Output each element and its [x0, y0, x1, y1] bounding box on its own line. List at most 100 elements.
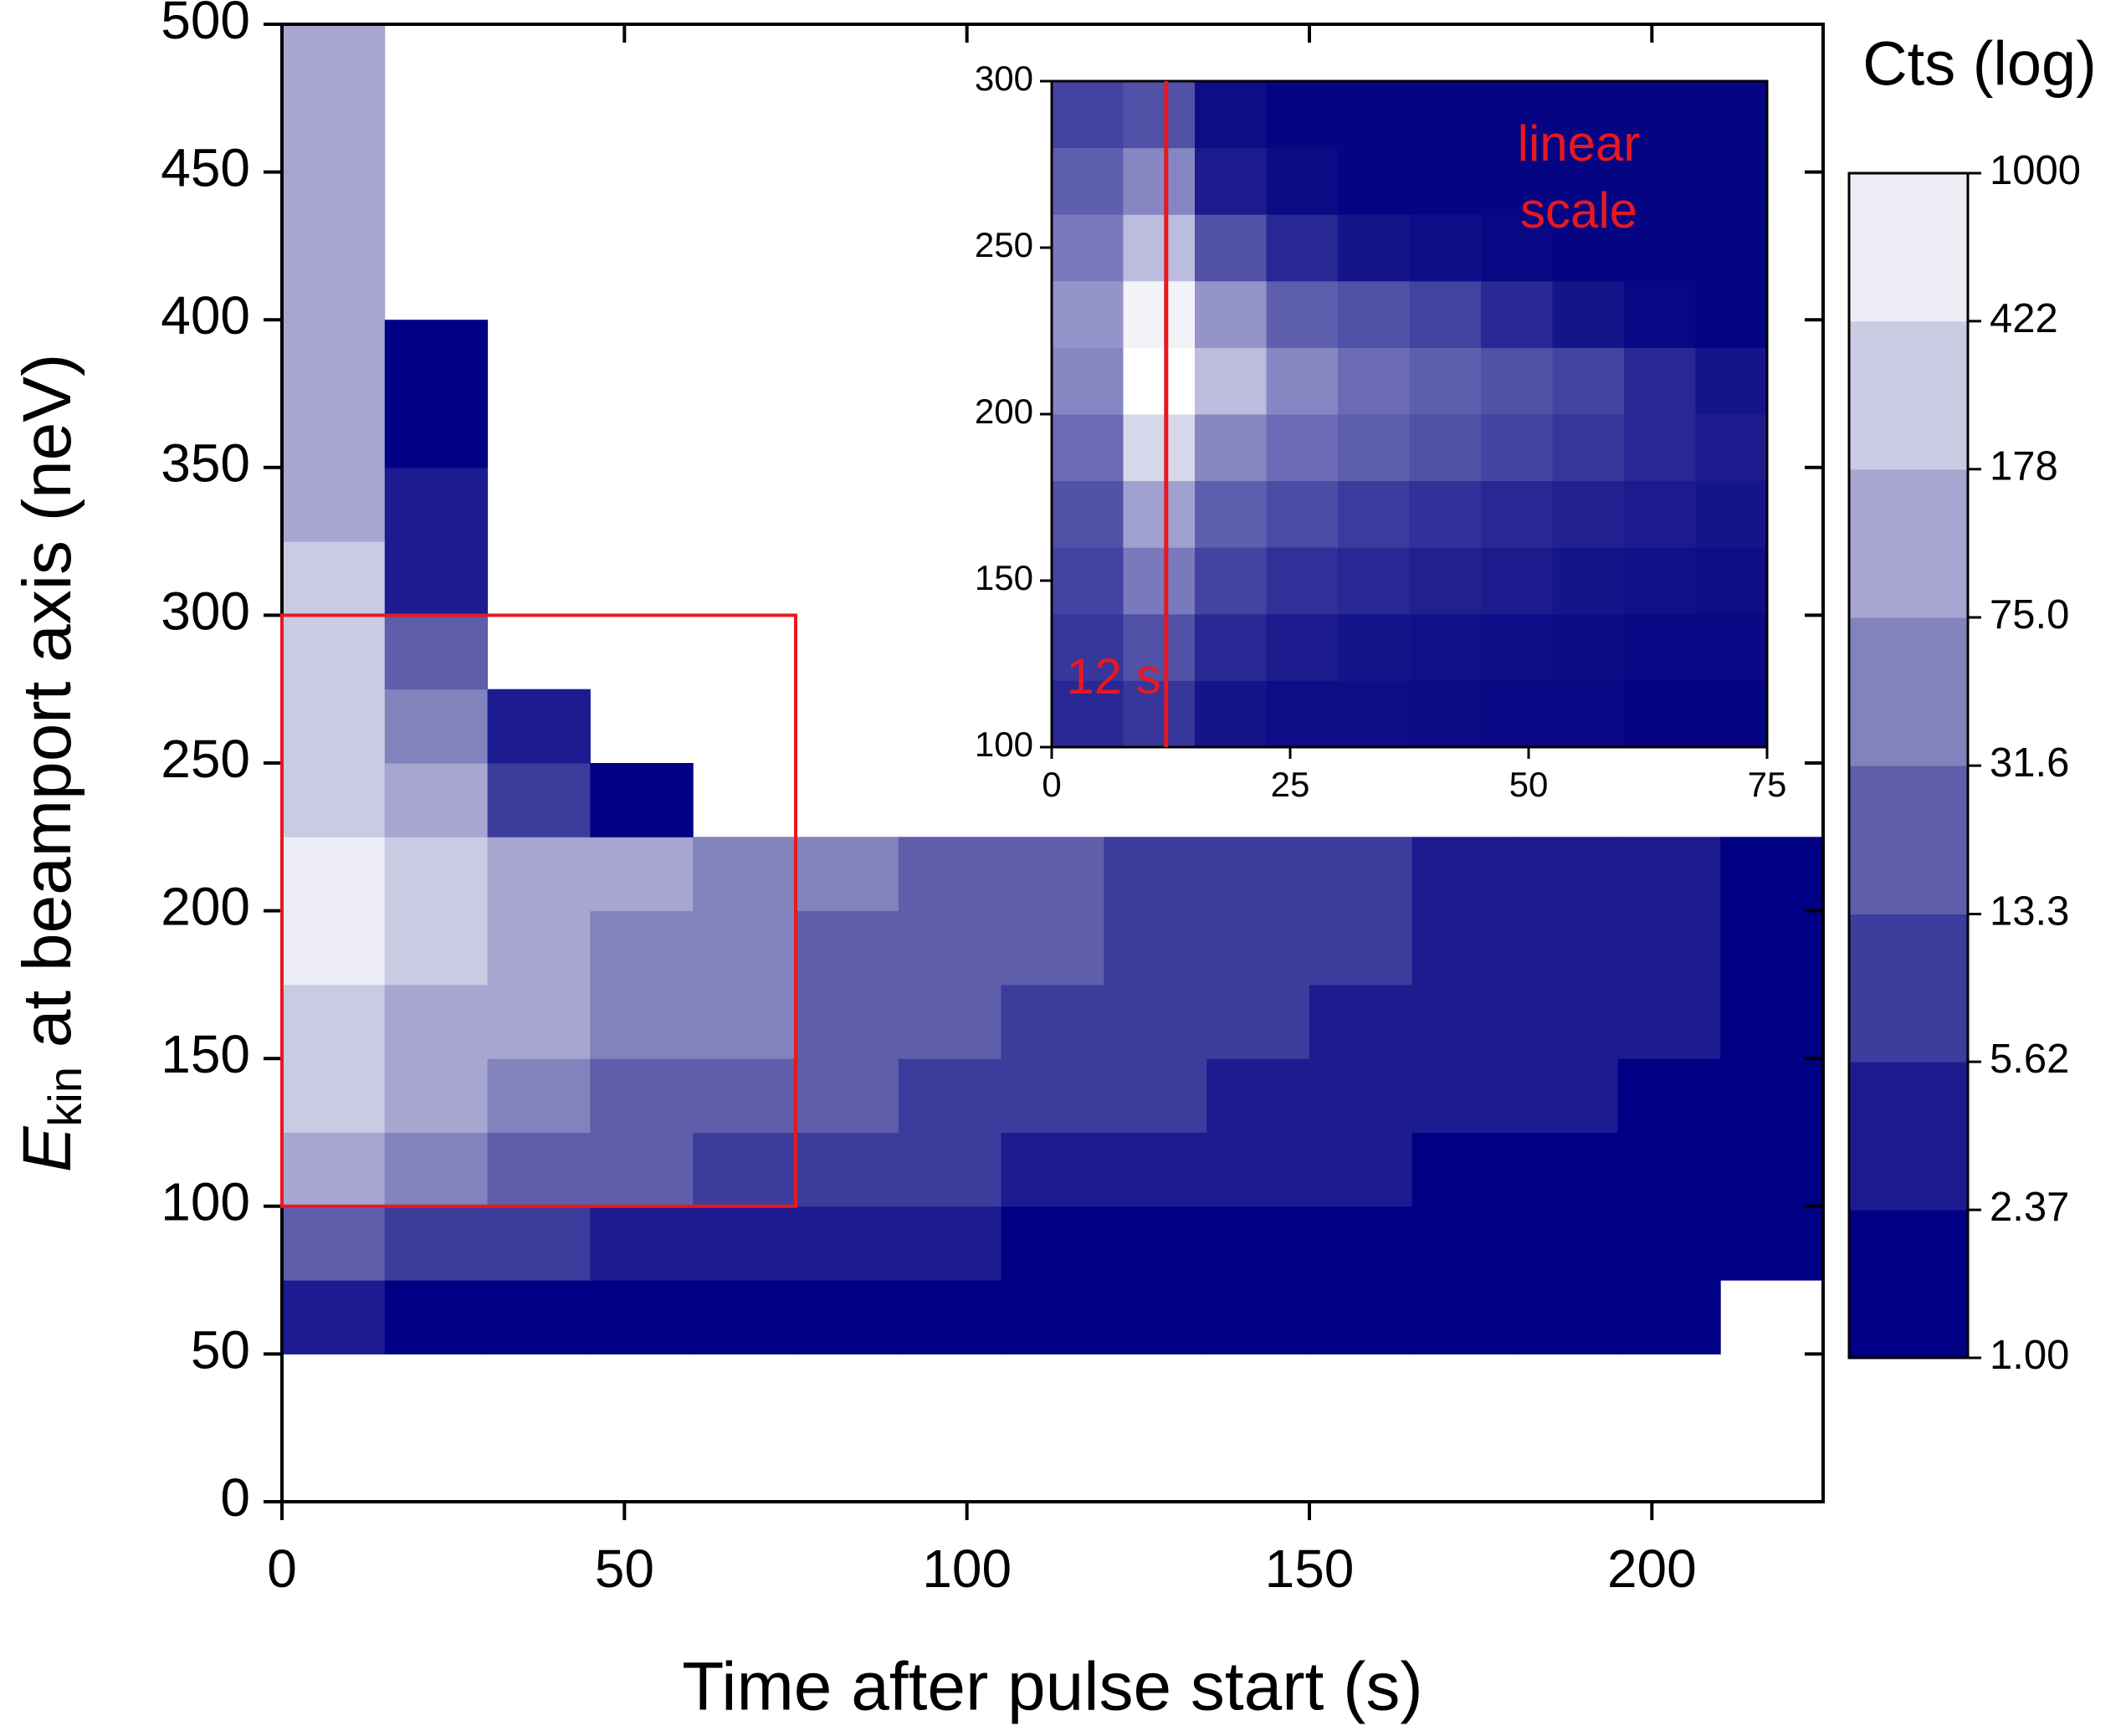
inset-cell [1052, 680, 1124, 748]
heatmap-cell [282, 393, 386, 469]
heatmap-cell [282, 1058, 386, 1133]
inset-cell [1481, 214, 1553, 282]
x-tick-label: 100 [922, 1539, 1012, 1599]
inset-cell [1552, 214, 1625, 282]
heatmap-cell [1206, 984, 1310, 1059]
inset-cell [1552, 613, 1625, 681]
heatmap-cell [1617, 910, 1721, 986]
colorbar-band [1849, 1062, 1968, 1211]
colorbar-band [1849, 766, 1968, 915]
inset-x-tick-label: 75 [1748, 765, 1787, 804]
inset-cell [1552, 280, 1625, 348]
heatmap-cell [487, 837, 591, 912]
inset-cell [1481, 147, 1553, 215]
heatmap-cell [898, 837, 1002, 912]
heatmap-cell [1104, 1132, 1207, 1207]
y-tick-label: 0 [220, 1467, 250, 1528]
inset-cell [1195, 414, 1267, 482]
inset-cell [1409, 280, 1482, 348]
colorbar-tick-label: 75.0 [1990, 592, 2069, 638]
heatmap-cell [590, 910, 694, 986]
heatmap-cell [384, 1058, 489, 1133]
heatmap-cell [1206, 1280, 1310, 1354]
inset-y-tick-label: 100 [975, 725, 1033, 764]
inset-cell [1123, 214, 1196, 282]
x-tick-label: 0 [267, 1539, 297, 1599]
inset-cell [1123, 280, 1196, 348]
inset-cell [1052, 547, 1124, 615]
inset-cell [1624, 347, 1696, 415]
inset-cell [1123, 480, 1196, 548]
heatmap-cell [590, 984, 694, 1059]
inset-cell [1195, 613, 1267, 681]
heatmap-cell [1720, 910, 1824, 986]
heatmap-cell [1001, 910, 1104, 986]
inset-cell [1052, 347, 1124, 415]
heatmap-cell [1001, 984, 1104, 1059]
heatmap-cell [693, 910, 797, 986]
heatmap-cell [1104, 910, 1207, 986]
heatmap-cell [384, 615, 489, 690]
x-tick-label: 50 [595, 1539, 654, 1599]
inset-cell [1195, 280, 1267, 348]
heatmap-cell [1411, 984, 1516, 1059]
heatmap-cell [1206, 1206, 1310, 1281]
inset-cell [1624, 280, 1696, 348]
inset-cell [1195, 147, 1267, 215]
heatmap-cell [282, 1206, 386, 1281]
inset-cell [1195, 480, 1267, 548]
inset-cell [1052, 81, 1124, 149]
heatmap-cell [282, 1280, 386, 1354]
colorbar-tick-label: 178 [1990, 444, 2058, 489]
heatmap-cell [1309, 1058, 1413, 1133]
heatmap-cell [1309, 984, 1413, 1059]
heatmap-cell [898, 1058, 1002, 1133]
heatmap-cell [282, 689, 386, 764]
heatmap-cell [384, 393, 489, 469]
y-tick-label: 500 [161, 0, 250, 50]
heatmap-cell [898, 910, 1002, 986]
heatmap-cell [590, 763, 694, 837]
heatmap-cell [693, 1206, 797, 1281]
inset-annotation: linear [1518, 115, 1641, 172]
heatmap-cell [384, 320, 489, 394]
heatmap-cell [1514, 910, 1618, 986]
inset-cell [1624, 613, 1696, 681]
y-label-subscript: kin [38, 1067, 91, 1127]
heatmap-cell [898, 984, 1002, 1059]
heatmap-cell [1104, 1206, 1207, 1281]
heatmap-cell [693, 1132, 797, 1207]
inset-cell [1266, 81, 1339, 149]
inset-x-tick-label: 0 [1042, 765, 1061, 804]
heatmap-cell [1104, 1280, 1207, 1354]
heatmap-cells [282, 24, 1824, 1354]
heatmap-cell [898, 1132, 1002, 1207]
inset-x-tick-label: 25 [1271, 765, 1310, 804]
inset-cell [1266, 347, 1339, 415]
inset-cell [1338, 81, 1410, 149]
inset-cell [1338, 480, 1410, 548]
heatmap-cell [1411, 1280, 1516, 1354]
y-tick-label: 200 [161, 877, 250, 937]
y-tick-label: 150 [161, 1024, 250, 1084]
heatmap-cell [384, 1206, 489, 1281]
heatmap-cell [384, 910, 489, 986]
inset-cell [1624, 214, 1696, 282]
inset-cell [1123, 680, 1196, 748]
colorbar-tick-label: 31.6 [1990, 740, 2069, 786]
inset-cell [1338, 347, 1410, 415]
heatmap-cell [796, 837, 899, 912]
heatmap-cell [1617, 837, 1721, 912]
heatmap-cell [282, 467, 386, 542]
heatmap-cell [1309, 910, 1413, 986]
inset-cell [1695, 680, 1768, 748]
heatmap-cell [1001, 837, 1104, 912]
inset-cell [1195, 680, 1267, 748]
inset-cell [1695, 147, 1768, 215]
heatmap-cell [1514, 984, 1618, 1059]
y-axis-label: Ekin at beamport axis (neV) [9, 354, 91, 1173]
inset-cell [1409, 147, 1482, 215]
inset-cell [1052, 147, 1124, 215]
inset-cell [1123, 81, 1196, 149]
